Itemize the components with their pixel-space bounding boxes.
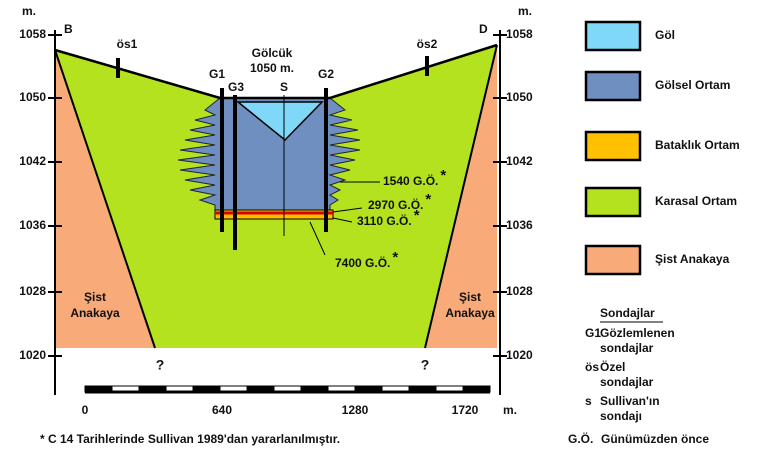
key-text: sondajlar [600,375,654,389]
blank [55,348,500,356]
legend-label: Şist Anakaya [655,252,730,266]
well-label: G3 [228,80,244,94]
key-text: sondajlar [600,341,654,355]
legend-label: Gölsel Ortam [655,78,730,92]
date: 7400 G.Ö. [335,255,390,270]
tick-label: 1050 [19,90,46,104]
point: B [64,22,73,36]
tick-label: 1058 [19,27,46,41]
key-text: Özel [600,359,625,374]
date: 3110 G.Ö. [357,213,412,228]
tick-label: 1042 [506,154,533,168]
date: 1540 G.Ö. [383,173,438,188]
date-mark: * [440,167,446,184]
distance-label: 1280 [342,403,369,417]
diagram: m. m. 1058 1058 1050 1050 1042 1042 1036 1036 1028… [0,0,761,455]
rock-label: Şist [84,290,106,304]
key-code: ös [585,360,599,374]
footnote: * C 14 Tarihlerinde Sullivan 1989'dan ya… [40,432,340,446]
unknown: ? [421,357,430,373]
distance-label: 640 [212,403,232,417]
unit: m. [518,4,532,18]
scale-bar [85,386,490,392]
legend-label: Göl [655,28,675,42]
date-mark: * [392,249,398,266]
key-text: sondajı [600,409,642,423]
key-title: Sondajlar [600,306,655,320]
date-mark: * [414,207,420,224]
tick-label: 1028 [506,284,533,298]
date-mark: * [425,191,431,208]
well-label: ös1 [117,37,138,51]
tick-label: 1020 [506,348,533,362]
legend-label: Bataklık Ortam [655,138,740,152]
tick-label: 1058 [506,27,533,41]
unknown: ? [156,357,165,373]
point: D [479,22,488,36]
tick-label: 1036 [506,218,533,232]
rock-label: Şist [459,290,481,304]
rock-label: Anakaya [70,306,120,320]
well-label: G2 [318,67,334,81]
legend-swatch [586,22,640,50]
distance-label: 1720 [452,403,479,417]
tick-label: 1036 [19,218,46,232]
legend-swatch [586,132,640,160]
rock-label: Anakaya [445,306,495,320]
tick-label: 1050 [506,90,533,104]
legend-swatch [586,72,640,100]
key-code: G1 [585,326,601,340]
key-code: s [585,394,592,408]
well-label: S [280,80,288,94]
legend-swatch [586,246,640,274]
distance-label: 0 [82,403,89,417]
unit: m. [22,4,36,18]
legend-label: Karasal Ortam [655,194,737,208]
key-text: Günümüzden önce [601,432,709,446]
well-label: ös2 [417,37,438,51]
key-text: Sullivan'ın [600,394,660,408]
tick-label: 1028 [19,284,46,298]
unit: m. [503,403,517,417]
tick-label: 1042 [19,154,46,168]
key-text: Gözlemlenen [600,326,675,340]
key-code: G.Ö. [568,431,593,446]
tick-label: 1020 [19,348,46,362]
lake-elev: 1050 m. [250,61,294,75]
legend-swatch [586,188,640,216]
well-label: G1 [209,67,225,81]
lake-name: Gölcük [252,46,293,60]
